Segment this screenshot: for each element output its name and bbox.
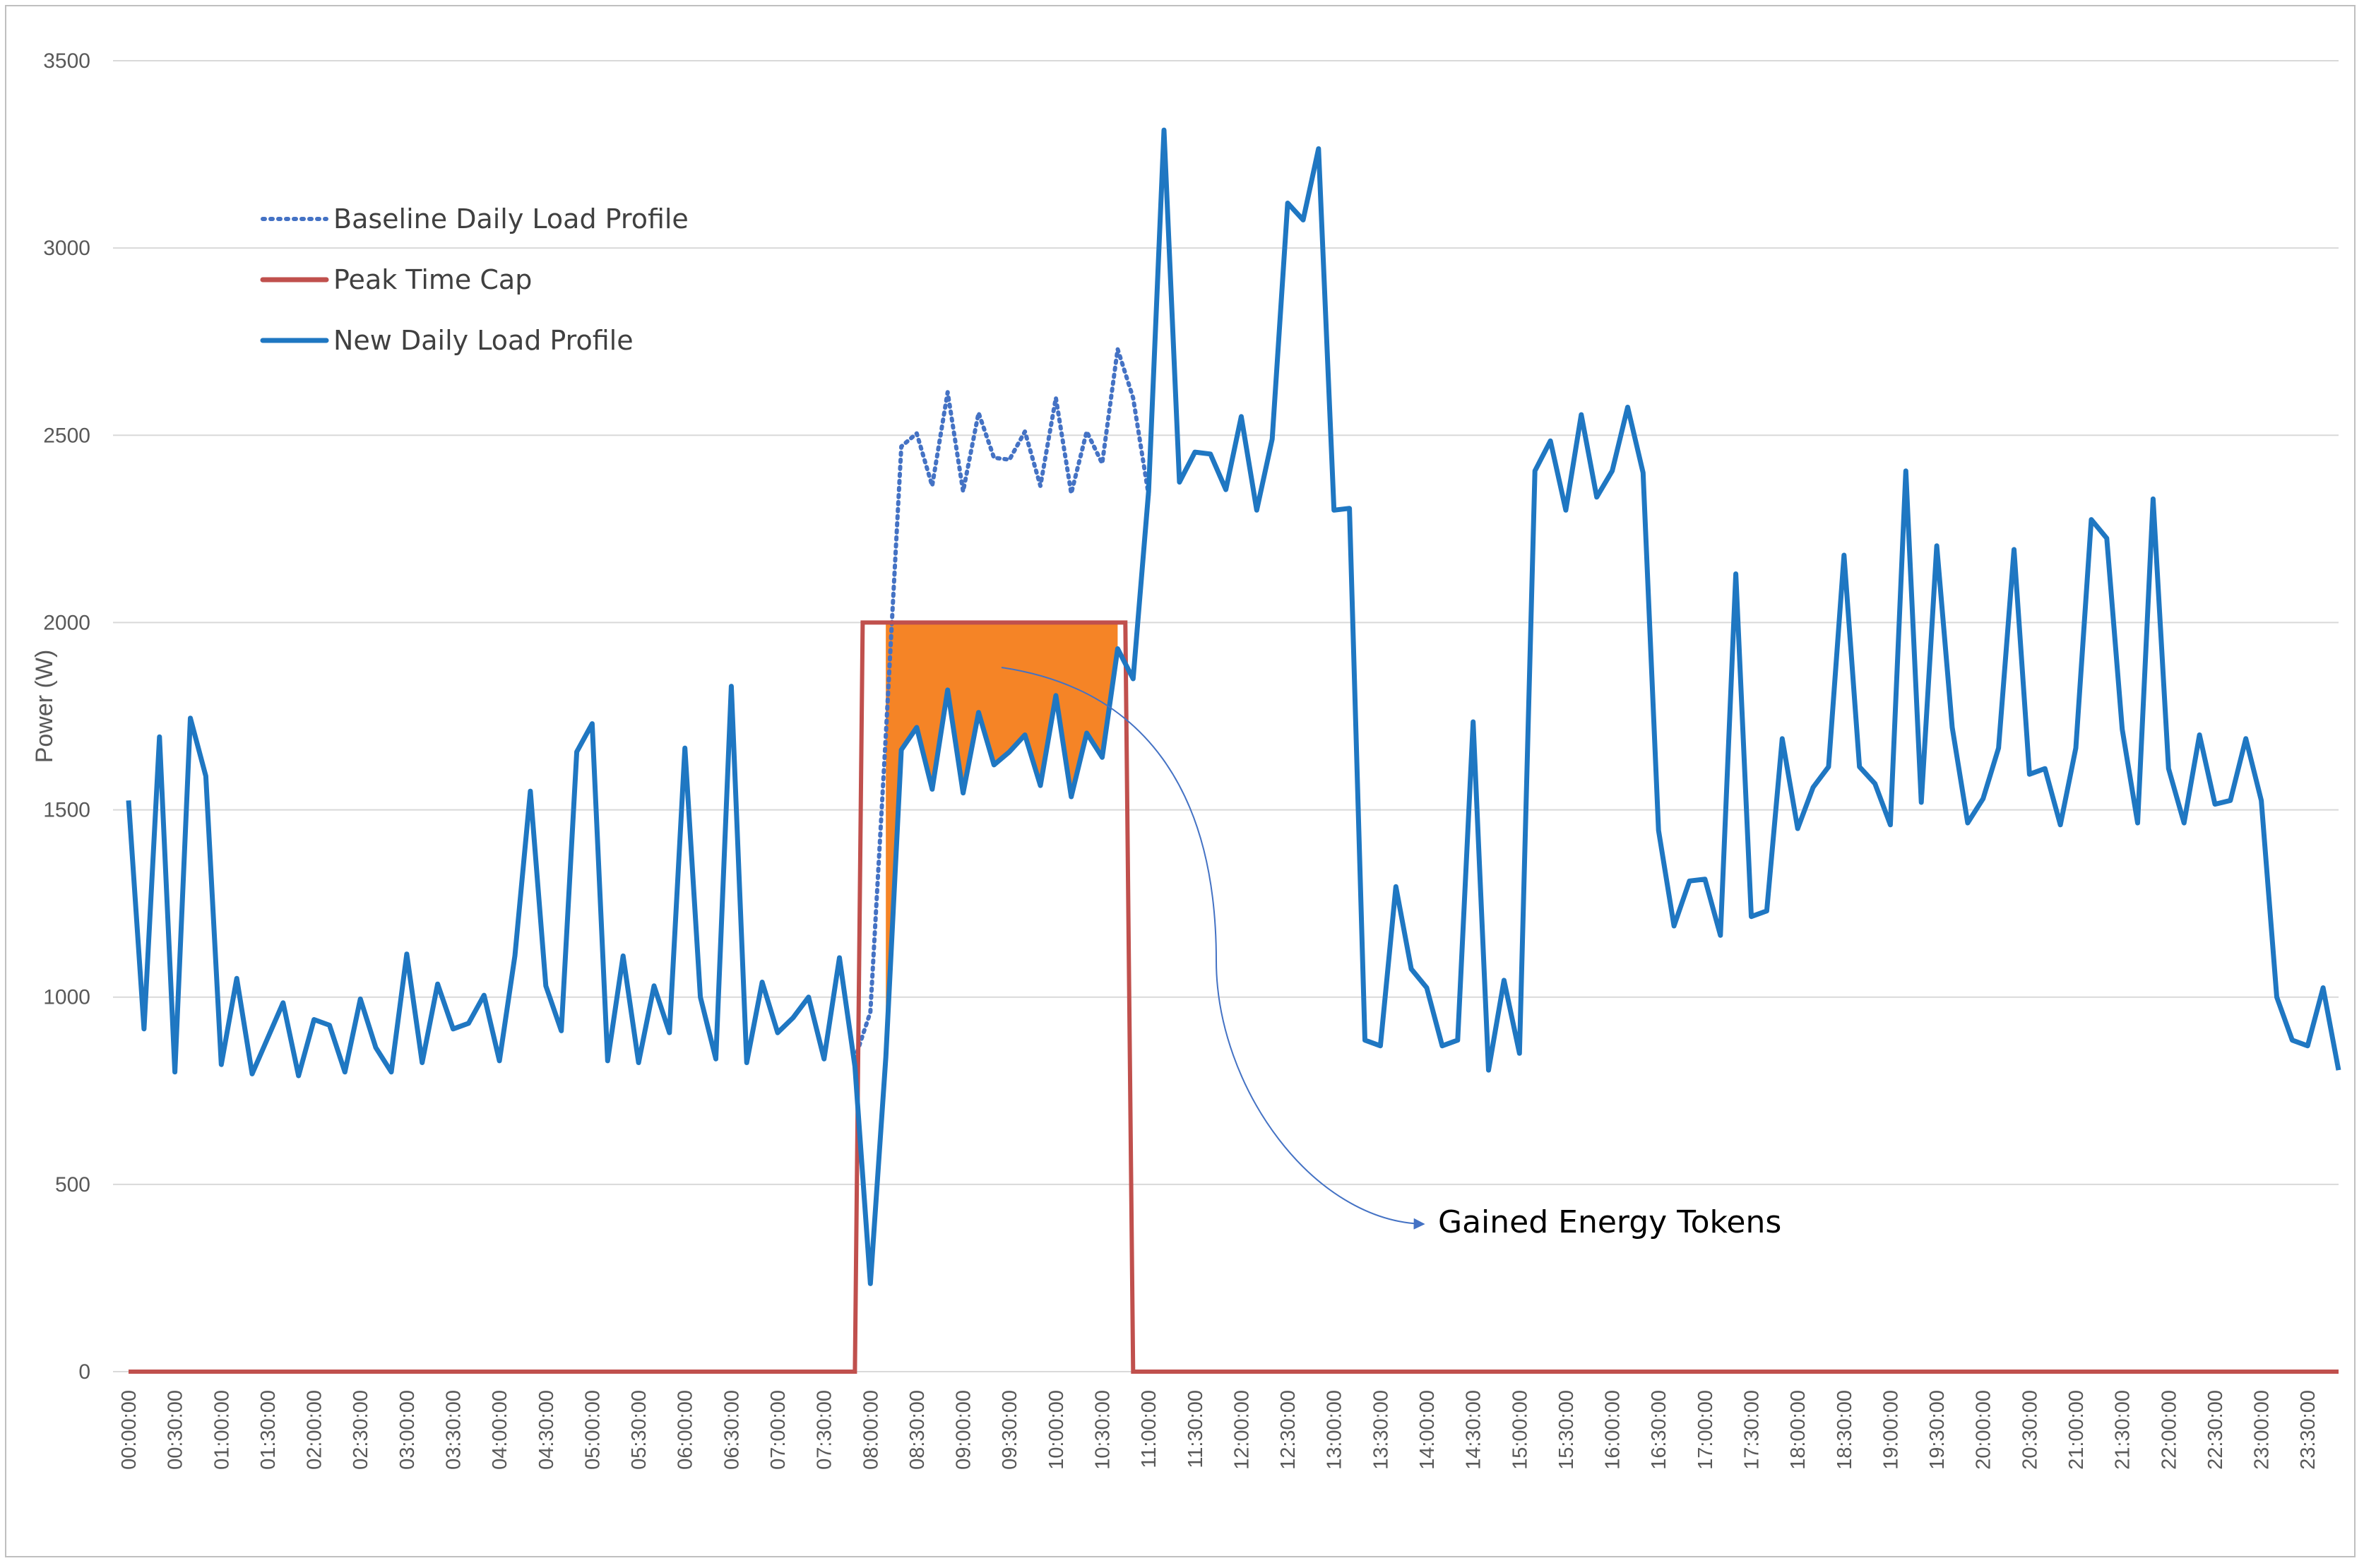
x-tick-label: 23:30:00 bbox=[2297, 1390, 2319, 1470]
x-tick-label: 05:30:00 bbox=[628, 1390, 651, 1470]
x-tick-label: 04:30:00 bbox=[535, 1390, 558, 1470]
x-tick-label: 06:00:00 bbox=[675, 1390, 697, 1470]
x-tick-label: 11:30:00 bbox=[1184, 1390, 1207, 1468]
x-tick-label: 04:00:00 bbox=[489, 1390, 511, 1470]
x-tick-label: 13:00:00 bbox=[1324, 1390, 1346, 1470]
x-tick-label: 22:00:00 bbox=[2158, 1390, 2180, 1470]
y-tick-label: 500 bbox=[55, 1173, 90, 1196]
x-tick-label: 18:30:00 bbox=[1834, 1390, 1856, 1470]
x-tick-label: 20:00:00 bbox=[1973, 1390, 1995, 1470]
y-tick-label: 2500 bbox=[43, 424, 90, 447]
x-tick-label: 19:30:00 bbox=[1926, 1390, 1949, 1470]
x-tick-label: 21:00:00 bbox=[2065, 1390, 2088, 1470]
x-tick-label: 16:00:00 bbox=[1602, 1390, 1624, 1470]
series-lines bbox=[126, 127, 2341, 1374]
x-tick-label: 23:00:00 bbox=[2251, 1390, 2274, 1470]
x-tick-label: 12:30:00 bbox=[1277, 1390, 1300, 1470]
x-tick-label: 17:30:00 bbox=[1741, 1390, 1764, 1470]
x-tick-label: 03:00:00 bbox=[396, 1390, 419, 1470]
legend-label: Peak Time Cap bbox=[333, 264, 532, 295]
x-tick-label: 19:00:00 bbox=[1879, 1390, 1902, 1470]
x-tick-label: 01:00:00 bbox=[210, 1390, 233, 1470]
series-baseline-daily-load-profile bbox=[853, 347, 1151, 1062]
y-tick-label: 3000 bbox=[43, 237, 90, 260]
x-tick-label: 18:00:00 bbox=[1787, 1390, 1810, 1470]
x-tick-label: 08:30:00 bbox=[906, 1390, 929, 1470]
x-tick-label: 11:00:00 bbox=[1138, 1390, 1160, 1468]
x-tick-label: 02:30:00 bbox=[350, 1390, 372, 1470]
x-tick-label: 01:30:00 bbox=[257, 1390, 280, 1470]
gained-energy-area bbox=[886, 622, 1118, 1057]
x-tick-label: 21:30:00 bbox=[2112, 1390, 2134, 1470]
x-tick-label: 02:00:00 bbox=[304, 1390, 326, 1470]
x-tick-label: 15:00:00 bbox=[1509, 1390, 1531, 1470]
x-tick-label: 20:30:00 bbox=[2019, 1390, 2041, 1470]
x-tick-label: 14:00:00 bbox=[1416, 1390, 1439, 1470]
x-tick-label: 03:30:00 bbox=[443, 1390, 465, 1470]
x-tick-label: 10:30:00 bbox=[1092, 1390, 1115, 1470]
series-new-daily-load-profile bbox=[126, 127, 2341, 1286]
x-tick-label: 06:30:00 bbox=[720, 1390, 743, 1470]
x-tick-label: 13:30:00 bbox=[1370, 1390, 1392, 1470]
x-tick-label: 09:00:00 bbox=[953, 1390, 975, 1470]
x-tick-label: 15:30:00 bbox=[1555, 1390, 1578, 1470]
x-tick-label: 09:30:00 bbox=[999, 1390, 1021, 1470]
x-tick-label: 05:00:00 bbox=[581, 1390, 604, 1470]
gained-energy-tokens-area bbox=[886, 622, 1118, 1057]
annotation: Gained Energy Tokens bbox=[1001, 667, 1781, 1240]
annotation-gained-energy-tokens: Gained Energy Tokens bbox=[1438, 1204, 1781, 1240]
y-axis-ticks: 0 500 1000 1500 2000 2500 3000 3500 bbox=[43, 49, 90, 1384]
x-tick-label: 00:00:00 bbox=[118, 1390, 141, 1470]
y-tick-label: 1500 bbox=[43, 799, 90, 822]
x-tick-label: 10:00:00 bbox=[1045, 1390, 1068, 1470]
y-tick-label: 3500 bbox=[43, 49, 90, 73]
x-tick-label: 07:30:00 bbox=[814, 1390, 836, 1470]
x-tick-label: 14:30:00 bbox=[1463, 1390, 1485, 1470]
y-axis-title: Power (W) bbox=[31, 650, 58, 764]
x-tick-label: 00:30:00 bbox=[165, 1390, 187, 1470]
y-tick-label: 0 bbox=[78, 1360, 90, 1384]
y-tick-label: 1000 bbox=[43, 986, 90, 1009]
x-tick-label: 07:00:00 bbox=[767, 1390, 790, 1470]
x-tick-label: 16:30:00 bbox=[1648, 1390, 1670, 1470]
x-axis-ticks: 00:00:00 00:30:00 01:00:00 01:30:00 02:00:00… bbox=[118, 1390, 2319, 1470]
x-tick-label: 08:00:00 bbox=[860, 1390, 882, 1470]
annotation-arrow bbox=[1001, 667, 1425, 1230]
legend-label: New Daily Load Profile bbox=[333, 325, 634, 356]
x-tick-label: 22:30:00 bbox=[2204, 1390, 2227, 1470]
x-tick-label: 12:00:00 bbox=[1230, 1390, 1253, 1470]
legend: Baseline Daily Load Profile Peak Time Cap… bbox=[260, 203, 689, 356]
x-tick-label: 17:00:00 bbox=[1694, 1390, 1717, 1470]
legend-label: Baseline Daily Load Profile bbox=[333, 203, 689, 234]
chart-frame bbox=[5, 5, 2356, 1557]
y-tick-label: 2000 bbox=[43, 611, 90, 634]
series-peak-time-cap bbox=[129, 620, 2339, 1374]
